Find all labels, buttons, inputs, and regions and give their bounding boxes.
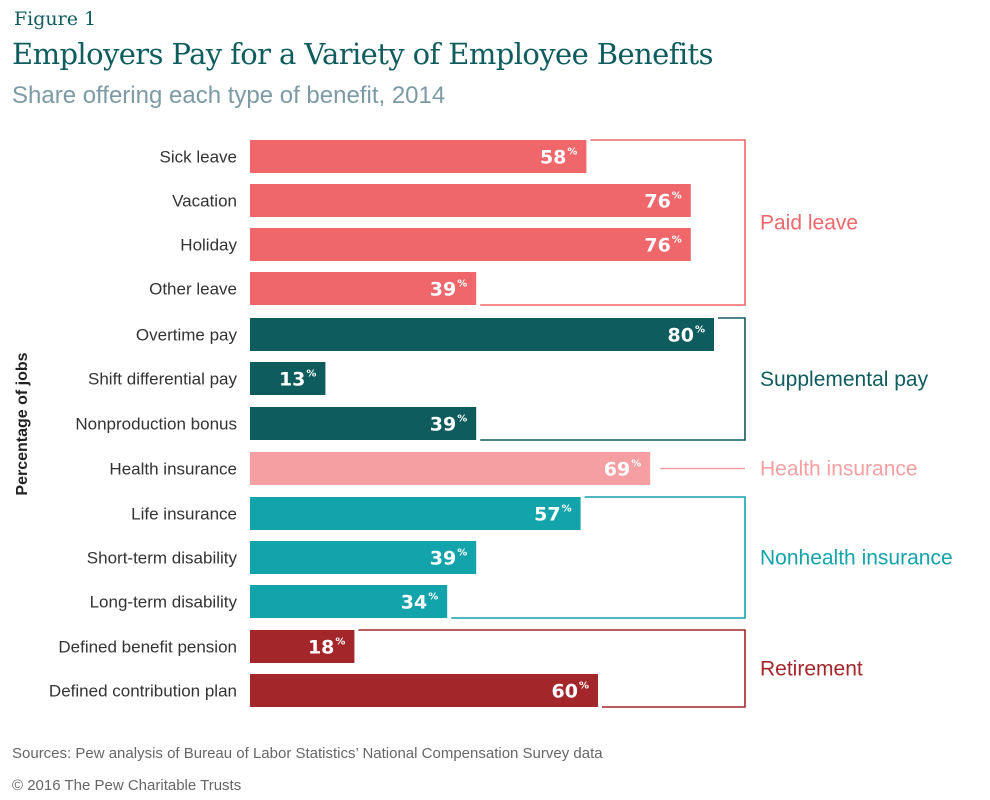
value-suffix-life-insurance: %	[562, 504, 572, 515]
chart-subtitle: Share offering each type of benefit, 201…	[12, 82, 446, 109]
value-label-health-insurance: 69	[604, 459, 630, 481]
value-label-overtime-pay: 80	[668, 325, 694, 347]
bars-layer: Sick leave 58 % Vacation 76 % Holiday 76 % Other …	[49, 140, 714, 707]
group-label-supplemental-pay: Supplemental pay	[760, 368, 929, 391]
bar-life-insurance	[250, 497, 581, 530]
group-bracket-paid-leave	[480, 139, 746, 306]
value-suffix-sick-leave: %	[567, 147, 577, 158]
value-label-defined-benefit-pension: 18	[308, 637, 334, 659]
category-label-health-insurance: Health insurance	[109, 460, 237, 479]
value-label-defined-contribution-plan: 60	[552, 681, 578, 703]
category-label-life-insurance: Life insurance	[131, 505, 237, 524]
bar-long-term-disability	[250, 585, 448, 618]
bar-shift-differential-pay	[250, 362, 326, 395]
bar-other-leave	[250, 272, 477, 305]
value-label-shift-differential-pay: 13	[279, 369, 305, 391]
value-suffix-shift-differential-pay: %	[306, 369, 316, 380]
value-suffix-defined-benefit-pension: %	[335, 637, 345, 648]
bar-sick-leave	[250, 140, 587, 173]
value-label-holiday: 76	[644, 235, 670, 257]
value-label-sick-leave: 58	[540, 147, 566, 169]
category-label-vacation: Vacation	[172, 192, 237, 211]
copyright-note: © 2016 The Pew Charitable Trusts	[12, 777, 242, 794]
value-suffix-short-term-disability: %	[457, 548, 467, 559]
value-suffix-other-leave: %	[457, 279, 467, 290]
value-suffix-defined-contribution-plan: %	[579, 681, 589, 692]
category-label-sick-leave: Sick leave	[160, 148, 237, 167]
bar-health-insurance	[250, 452, 651, 485]
bar-short-term-disability	[250, 541, 477, 574]
category-label-short-term-disability: Short-term disability	[87, 549, 238, 568]
value-label-short-term-disability: 39	[430, 548, 456, 570]
group-bracket-supplemental-pay	[480, 317, 746, 441]
category-label-defined-benefit-pension: Defined benefit pension	[58, 638, 237, 657]
group-label-retirement: Retirement	[760, 658, 863, 681]
value-suffix-nonproduction-bonus: %	[457, 414, 467, 425]
value-label-vacation: 76	[644, 191, 670, 213]
group-label-health-insurance: Health insurance	[760, 458, 918, 481]
group-bracket-retirement	[358, 629, 746, 708]
value-label-life-insurance: 57	[534, 504, 560, 526]
bar-chart: Percentage of jobs Sick leave 58 % Vacation…	[14, 139, 953, 708]
figure-label: Figure 1	[14, 8, 97, 30]
value-label-long-term-disability: 34	[401, 592, 427, 614]
category-label-long-term-disability: Long-term disability	[90, 593, 238, 612]
value-label-other-leave: 39	[430, 279, 456, 301]
category-label-holiday: Holiday	[180, 236, 237, 255]
value-suffix-vacation: %	[672, 191, 682, 202]
group-label-paid-leave: Paid leave	[760, 212, 858, 235]
y-axis-label: Percentage of jobs	[14, 352, 31, 495]
bar-defined-benefit-pension	[250, 630, 355, 663]
group-label-nonhealth-insurance: Nonhealth insurance	[760, 547, 953, 570]
value-suffix-holiday: %	[672, 235, 682, 246]
bar-overtime-pay	[250, 318, 714, 351]
chart-title: Employers Pay for a Variety of Employee …	[12, 37, 713, 71]
value-label-nonproduction-bonus: 39	[430, 414, 456, 436]
category-label-shift-differential-pay: Shift differential pay	[88, 370, 237, 389]
source-note: Sources: Pew analysis of Bureau of Labor…	[12, 745, 603, 762]
bar-nonproduction-bonus	[250, 407, 477, 440]
category-label-overtime-pay: Overtime pay	[136, 326, 238, 345]
value-suffix-health-insurance: %	[631, 459, 641, 470]
category-label-nonproduction-bonus: Nonproduction bonus	[75, 415, 237, 434]
bar-vacation	[250, 184, 691, 217]
bar-defined-contribution-plan	[250, 674, 598, 707]
category-label-defined-contribution-plan: Defined contribution plan	[49, 682, 237, 701]
group-bracket-nonhealth-insurance	[451, 496, 746, 619]
value-suffix-long-term-disability: %	[428, 592, 438, 603]
bar-holiday	[250, 228, 691, 261]
group-brackets-layer: Paid leave Supplemental pay Health insuran…	[358, 139, 953, 708]
value-suffix-overtime-pay: %	[695, 325, 705, 336]
category-label-other-leave: Other leave	[149, 280, 237, 299]
